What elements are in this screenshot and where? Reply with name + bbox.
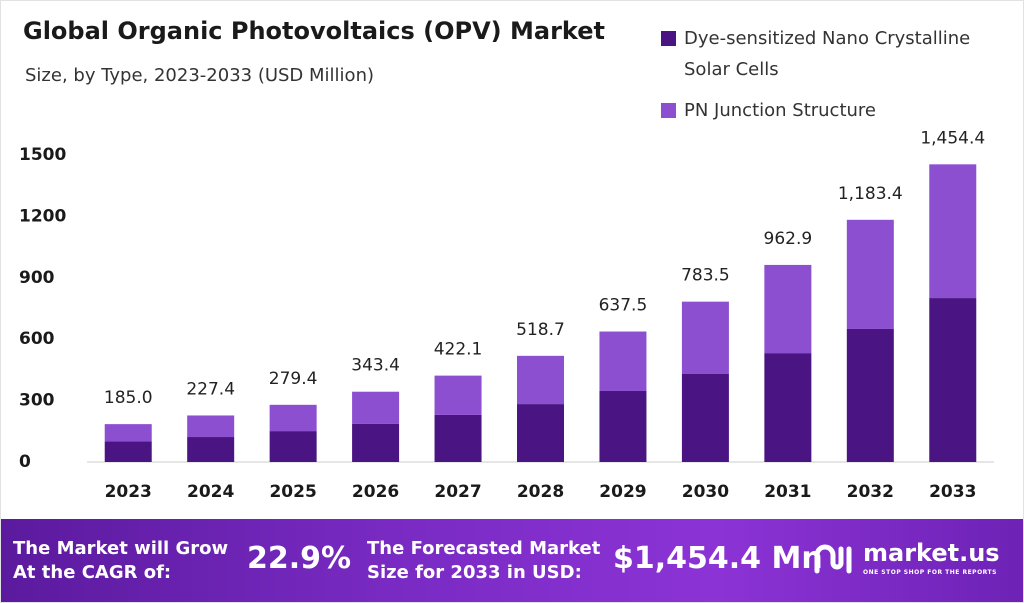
forecast-value: $1,454.4 Mn (613, 541, 823, 576)
legend-swatch (661, 103, 676, 118)
cagr-value: 22.9% (247, 541, 352, 576)
bar-segment (517, 404, 564, 462)
legend-item: Dye-sensitized Nano Crystalline Solar Ce… (661, 23, 1021, 85)
bar-segment (352, 423, 400, 462)
bar-segment (764, 353, 812, 462)
total-label: 1,183.4 (838, 184, 903, 204)
x-tick-label: 2032 (847, 482, 894, 502)
chart-title: Global Organic Photovoltaics (OPV) Marke… (23, 17, 605, 45)
chart-subtitle: Size, by Type, 2023-2033 (USD Million) (25, 65, 374, 86)
y-tick-label: 600 (19, 329, 55, 349)
bar-segment (681, 301, 729, 374)
legend-swatch (661, 31, 676, 46)
x-tick-label: 2023 (105, 482, 152, 502)
bar-segment (269, 431, 317, 462)
x-tick-label: 2027 (434, 482, 481, 502)
x-tick-label: 2024 (187, 482, 234, 502)
y-tick-label: 900 (19, 268, 55, 288)
total-label: 962.9 (764, 229, 813, 249)
footer: The Market will Grow At the CAGR of: 22.… (1, 519, 1023, 602)
bar-segment (269, 404, 317, 432)
legend-label: PN Junction Structure (684, 100, 876, 121)
legend-label: Dye-sensitized Nano Crystalline Solar Ce… (684, 28, 971, 80)
bar-segment (434, 414, 482, 462)
bar-segment (599, 390, 647, 462)
bar-segment (517, 355, 564, 405)
total-label: 1,454.4 (920, 128, 985, 148)
chart: 0 300 600 900 1200 1500 185.0 2023 227.4 2024 279.… (19, 128, 994, 502)
brand-logo (814, 544, 852, 574)
total-label: 227.4 (186, 379, 235, 399)
total-label: 343.4 (351, 356, 400, 376)
x-tick-label: 2031 (764, 482, 811, 502)
total-label: 185.0 (104, 388, 153, 408)
bar-segment (681, 373, 729, 462)
total-label: 279.4 (269, 369, 318, 389)
bar-segment (846, 328, 894, 462)
forecast-label: The Forecasted Market Size for 2033 in U… (367, 537, 600, 585)
forecast-label-line: Size for 2033 in USD: (367, 562, 582, 583)
bar-segment (929, 298, 977, 462)
cagr-label-line: At the CAGR of: (13, 562, 172, 583)
x-tick-label: 2030 (682, 482, 729, 502)
total-label: 518.7 (516, 320, 565, 340)
y-tick-label: 1500 (19, 145, 66, 165)
bar-segment (846, 219, 894, 329)
x-tick-label: 2025 (269, 482, 316, 502)
x-tick-label: 2033 (929, 482, 976, 502)
cagr-label-line: The Market will Grow (13, 538, 229, 559)
bar-segment (599, 331, 647, 391)
bar-segment (104, 441, 152, 462)
x-tick-label: 2026 (352, 482, 399, 502)
brand-tagline: ONE STOP SHOP FOR THE REPORTS (863, 569, 997, 576)
bar-segment (187, 437, 235, 462)
legend: Dye-sensitized Nano Crystalline Solar Ce… (661, 23, 1021, 136)
cagr-label: The Market will Grow At the CAGR of: (13, 537, 228, 585)
total-label: 783.5 (681, 266, 730, 286)
legend-item: PN Junction Structure (661, 95, 1021, 126)
bar-segment (104, 424, 152, 442)
bar-segment (764, 264, 812, 354)
y-tick-label: 300 (19, 391, 55, 411)
bar-segment (352, 391, 400, 424)
forecast-label-line: The Forecasted Market (367, 538, 601, 559)
x-tick-label: 2028 (517, 482, 564, 502)
total-label: 422.1 (434, 340, 483, 360)
y-tick-label: 0 (19, 452, 31, 472)
y-tick-label: 1200 (19, 206, 66, 226)
brand: market.us (863, 539, 1000, 567)
bar-segment (187, 415, 235, 438)
bar-segment (929, 164, 977, 299)
x-tick-label: 2029 (599, 482, 646, 502)
bar-segment (434, 375, 482, 415)
total-label: 637.5 (599, 296, 648, 316)
